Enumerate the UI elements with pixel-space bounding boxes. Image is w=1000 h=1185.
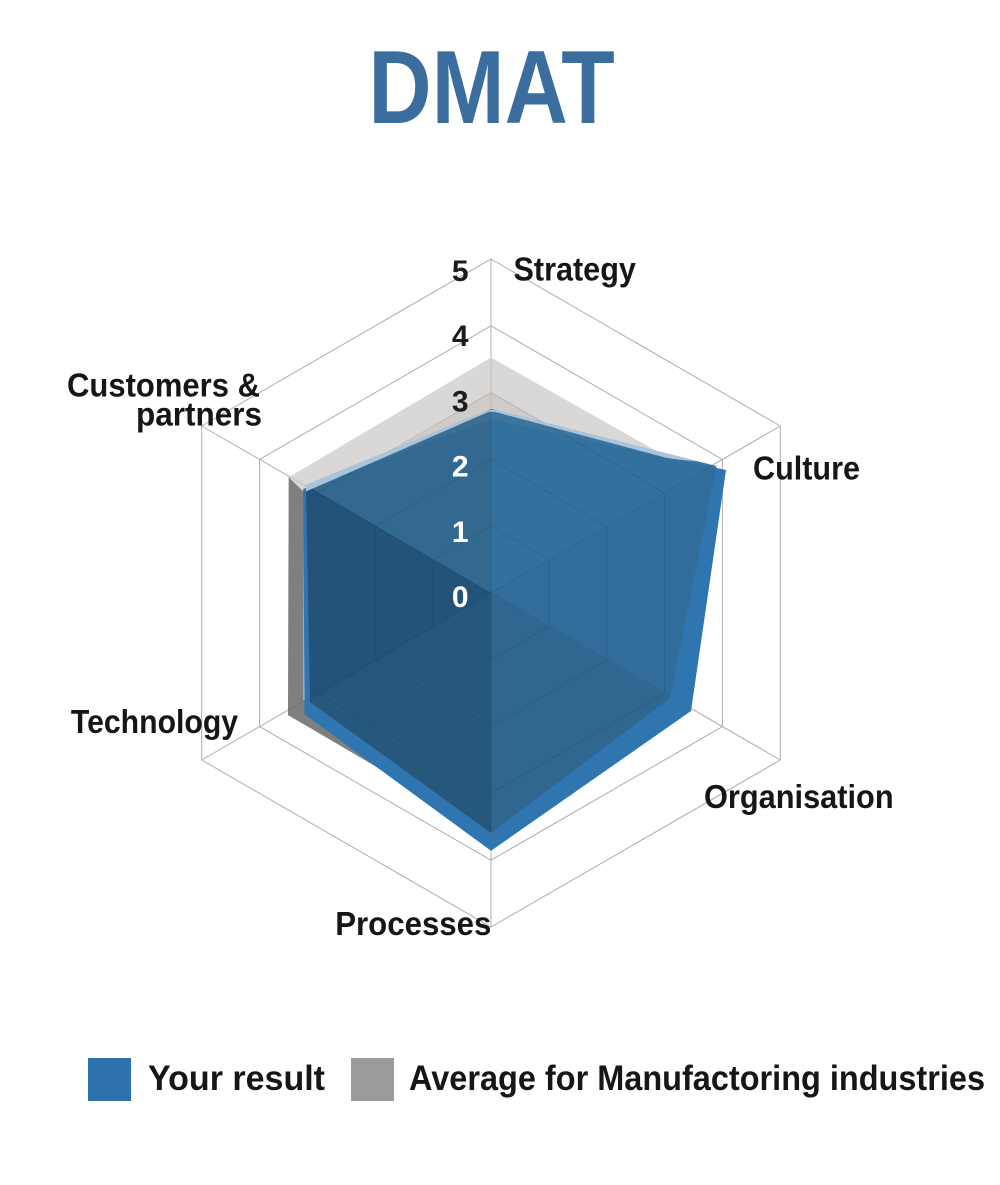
svg-text:1: 1	[452, 516, 469, 549]
svg-text:2: 2	[452, 451, 469, 484]
svg-text:partners: partners	[136, 396, 262, 433]
svg-text:Customers &: Customers &	[67, 367, 260, 404]
svg-text:5: 5	[452, 255, 469, 288]
svg-text:3: 3	[452, 385, 469, 418]
svg-text:Processes: Processes	[335, 905, 491, 942]
svg-text:0: 0	[452, 581, 469, 614]
svg-text:Strategy: Strategy	[514, 251, 637, 288]
svg-text:Technology: Technology	[71, 703, 239, 740]
svg-text:Organisation: Organisation	[704, 778, 894, 815]
svg-text:4: 4	[452, 320, 469, 353]
svg-text:DMAT: DMAT	[368, 30, 614, 146]
svg-text:Your result: Your result	[148, 1059, 325, 1098]
svg-text:Average for Manufactoring indu: Average for Manufactoring industries	[409, 1059, 985, 1098]
svg-text:Culture: Culture	[753, 449, 860, 486]
